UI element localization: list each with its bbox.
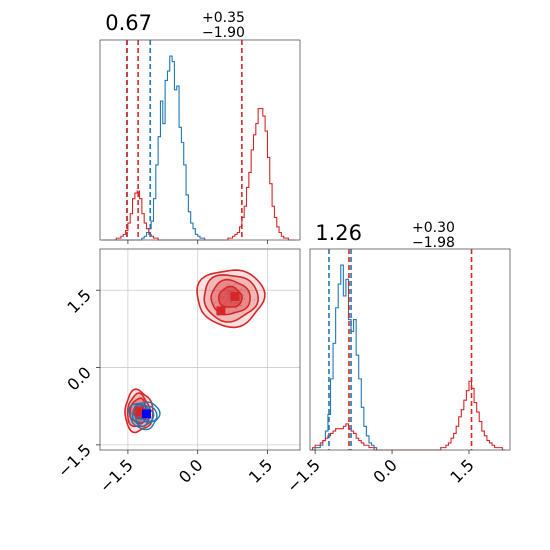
marker-red-square [230, 291, 240, 301]
title-param-2-minus: −1.98 [412, 235, 455, 251]
x-tick-labels-right-hist: −1.5 0.0 1.5 [283, 455, 478, 496]
title-param-1: 0.67 [105, 11, 152, 35]
scatter-point [226, 283, 229, 286]
scatter-point [226, 307, 229, 310]
scatter-point [239, 304, 242, 307]
scatter-point [240, 288, 243, 291]
axis-ticks [96, 240, 470, 454]
scatter-point [137, 419, 140, 422]
tick-label: −1.5 [96, 455, 137, 496]
marker-red-square [216, 306, 226, 316]
y-tick-labels-param-2: −1.5 0.0 1.5 [54, 286, 95, 482]
scatter-point [130, 413, 133, 415]
scatter-point [140, 419, 143, 422]
scatter-point [138, 405, 141, 408]
scatter-point [253, 299, 256, 301]
frame-top-hist [99, 39, 301, 241]
hist-param-2 [310, 249, 505, 451]
tick-label: 0.0 [175, 455, 206, 486]
title-param-1-plus: +0.35 [202, 10, 245, 26]
marker-layer [135, 291, 240, 419]
tick-label: −1.5 [283, 455, 324, 496]
marker-red-square [135, 406, 145, 416]
scatter-point [235, 307, 238, 310]
scatter-point [131, 410, 134, 413]
scatter-point [240, 304, 243, 307]
hist-step-blue [102, 55, 210, 241]
scatter-point [138, 415, 141, 418]
tick-label: 1.5 [63, 286, 94, 317]
scatter-point [235, 283, 237, 286]
tick-label: −1.5 [54, 440, 95, 481]
scatter-point [139, 415, 142, 418]
contour-blue [128, 401, 161, 431]
contour-blue [131, 403, 158, 427]
tick-label: 1.5 [245, 455, 276, 486]
tick-label: 0.0 [63, 363, 94, 394]
title-param-2-plus: +0.30 [412, 220, 455, 236]
tick-label: 0.0 [369, 455, 400, 486]
scatter-point [139, 419, 142, 422]
scatter-point [138, 415, 141, 418]
scatter-point [243, 298, 246, 300]
scatter-point [139, 415, 141, 418]
scatter-point [242, 294, 245, 297]
scatter-point [232, 284, 235, 287]
x-tick-labels-param-1: −1.5 0.0 1.5 [96, 455, 276, 496]
hist-param-1 [102, 40, 296, 241]
scatter-point [214, 301, 216, 304]
title-param-2-value: 1.26 [315, 221, 362, 245]
hist-step-red [310, 380, 505, 451]
marker-blue-square [142, 409, 152, 419]
tick-label: 1.5 [446, 455, 477, 486]
contour-layer [124, 269, 266, 434]
scatter-point [130, 411, 133, 414]
frame-right-hist [309, 248, 511, 451]
title-param-1-value: 0.67 [105, 11, 152, 35]
frame-2d-panel [99, 248, 301, 451]
title-param-2: 1.26 [315, 221, 362, 245]
title-param-1-minus: −1.90 [202, 25, 245, 41]
scatter-point [228, 311, 230, 313]
scatter-point [246, 291, 249, 293]
hist-step-red [113, 108, 296, 241]
hist-step-blue [312, 264, 382, 451]
scatter-point [138, 415, 141, 418]
